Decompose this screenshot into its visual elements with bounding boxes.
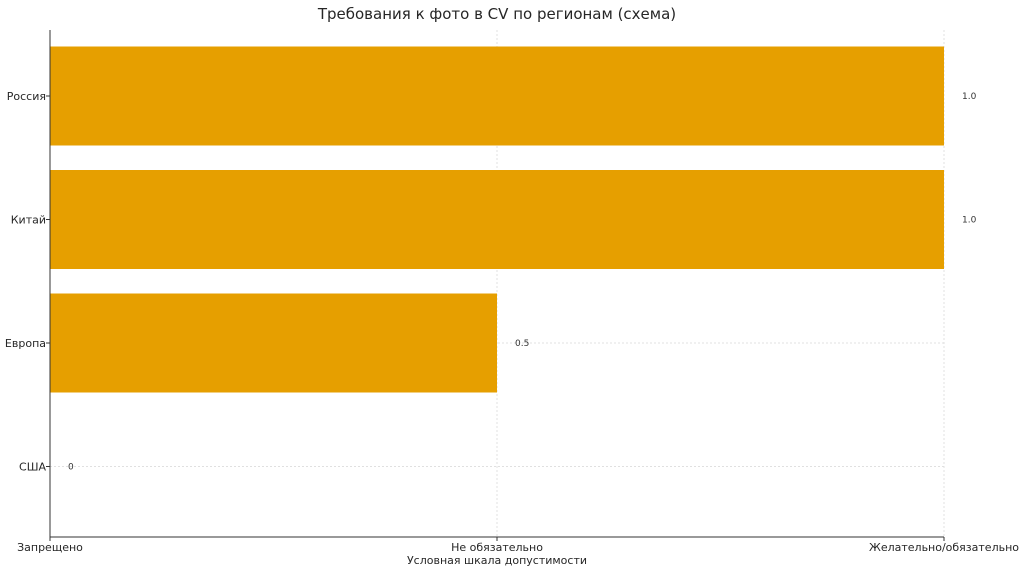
data-label: 1.0 (962, 216, 977, 226)
data-label: 0.5 (515, 339, 529, 349)
data-label: 1.0 (962, 92, 977, 102)
data-label: 0 (68, 463, 74, 473)
y-tick-label: Китай (11, 214, 46, 227)
x-axis-label: Условная шкала допустимости (407, 554, 587, 567)
x-tick-label: Запрещено (17, 541, 83, 554)
data-labels: 1.0 1.0 0.5 0 (68, 92, 977, 473)
x-tick-label: Желательно/обязательно (869, 541, 1019, 554)
y-tick-label: Европа (5, 337, 46, 350)
bar (50, 293, 497, 393)
bar (50, 170, 944, 269)
axes: Россия Китай Европа США Запрещено Не обязател… (5, 30, 1019, 554)
x-tick-label: Не обязательно (451, 541, 543, 554)
y-tick-label: США (19, 461, 46, 474)
chart-title: Требования к фото в CV по регионам (схем… (317, 5, 676, 23)
bars (50, 46, 944, 393)
y-tick-label: Россия (7, 90, 46, 103)
bar (50, 46, 944, 146)
